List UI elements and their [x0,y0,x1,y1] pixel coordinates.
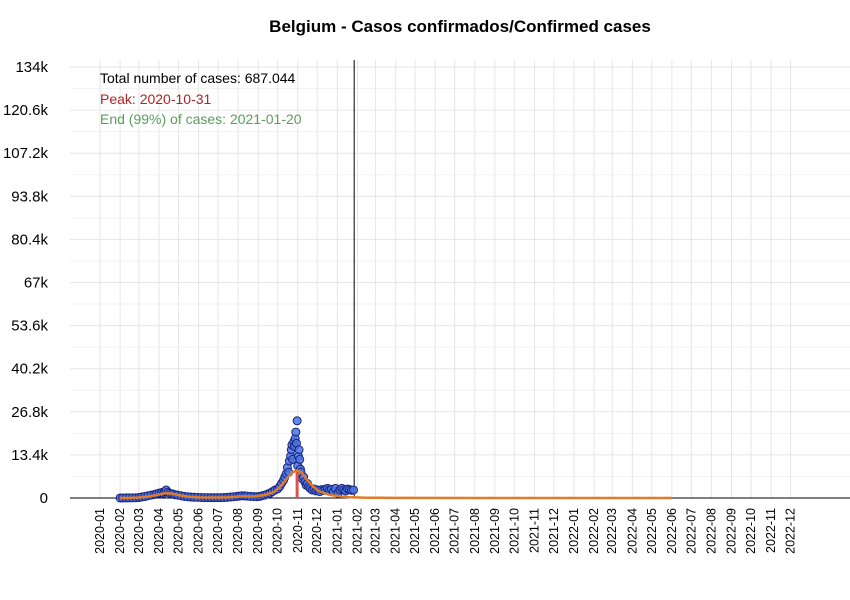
x-tick-label: 2022-11 [764,508,778,553]
x-tick-label: 2020-12 [310,508,324,554]
y-tick-label: 26.8k [11,404,48,421]
x-tick-label: 2022-05 [645,508,659,554]
y-tick-label: 13.4k [11,447,48,464]
annotation-total: Total number of cases: 687.044 [100,70,296,86]
y-tick-label: 80.4k [11,231,48,248]
x-tick-label: 2021-07 [448,508,462,554]
y-tick-label: 67k [24,275,49,292]
y-tick-label: 107.2k [3,145,49,162]
y-tick-label: 53.6k [11,318,48,335]
fit-curve [120,468,672,500]
x-tick-label: 2022-04 [625,508,639,554]
x-tick-label: 2021-05 [408,508,422,554]
x-tick-label: 2022-06 [665,508,679,554]
annotation-end: End (99%) of cases: 2021-01-20 [100,111,302,127]
y-tick-label: 93.8k [11,188,48,205]
x-tick-label: 2021-04 [389,508,403,554]
x-tick-label: 2022-12 [784,508,798,554]
x-tick-label: 2022-07 [684,508,698,554]
x-tick-label: 2020-09 [251,508,265,554]
data-point [349,485,359,495]
x-tick-label: 2022-01 [567,508,581,554]
x-tick-label: 2021-09 [488,508,502,554]
x-tick-label: 2020-04 [152,508,166,554]
x-tick-label: 2022-08 [704,508,718,554]
grid [70,60,850,499]
x-tick-label: 2020-06 [192,508,206,554]
x-tick-label: 2020-01 [93,508,107,554]
x-tick-label: 2021-03 [369,508,383,554]
annotation-peak: Peak: 2020-10-31 [100,91,212,107]
x-tick-label: 2021-02 [350,508,364,554]
x-tick-label: 2020-07 [211,508,225,554]
x-tick-label: 2020-03 [132,508,146,554]
chart-title: Belgium - Casos confirmados/Confirmed ca… [269,17,651,36]
x-tick-label: 2021-12 [547,508,561,554]
x-tick-label: 2021-08 [468,508,482,554]
data-point [294,445,304,455]
x-tick-label: 2022-10 [744,508,758,554]
y-tick-label: 120.6k [3,102,49,119]
x-tick-label: 2020-10 [271,508,285,554]
x-tick-label: 2020-11 [291,508,305,553]
x-tick-label: 2020-05 [171,508,185,554]
y-tick-labels: 0 13.4k 26.8k 40.2k 53.6k 67k 80.4k 93.8k 107.2k… [3,59,49,507]
data-point [291,427,301,437]
data-point [292,416,302,426]
x-tick-labels: 2020-01 2020-02 2020-03 2020-04 2020-05 2020-… [93,508,798,554]
x-tick-label: 2022-03 [605,508,619,554]
y-tick-label: 0 [40,490,48,507]
x-tick-label: 2020-08 [231,508,245,554]
x-tick-label: 2022-02 [587,508,601,554]
x-tick-label: 2021-01 [330,508,344,554]
y-tick-label: 134k [15,59,48,76]
x-tick-label: 2021-11 [527,508,541,553]
x-tick-label: 2021-10 [507,508,521,554]
data-point [295,454,305,464]
x-tick-label: 2021-06 [428,508,442,554]
x-tick-label: 2022-09 [725,508,739,554]
x-tick-label: 2020-02 [113,508,127,554]
fit-line [120,468,672,500]
y-tick-label: 40.2k [11,361,48,378]
